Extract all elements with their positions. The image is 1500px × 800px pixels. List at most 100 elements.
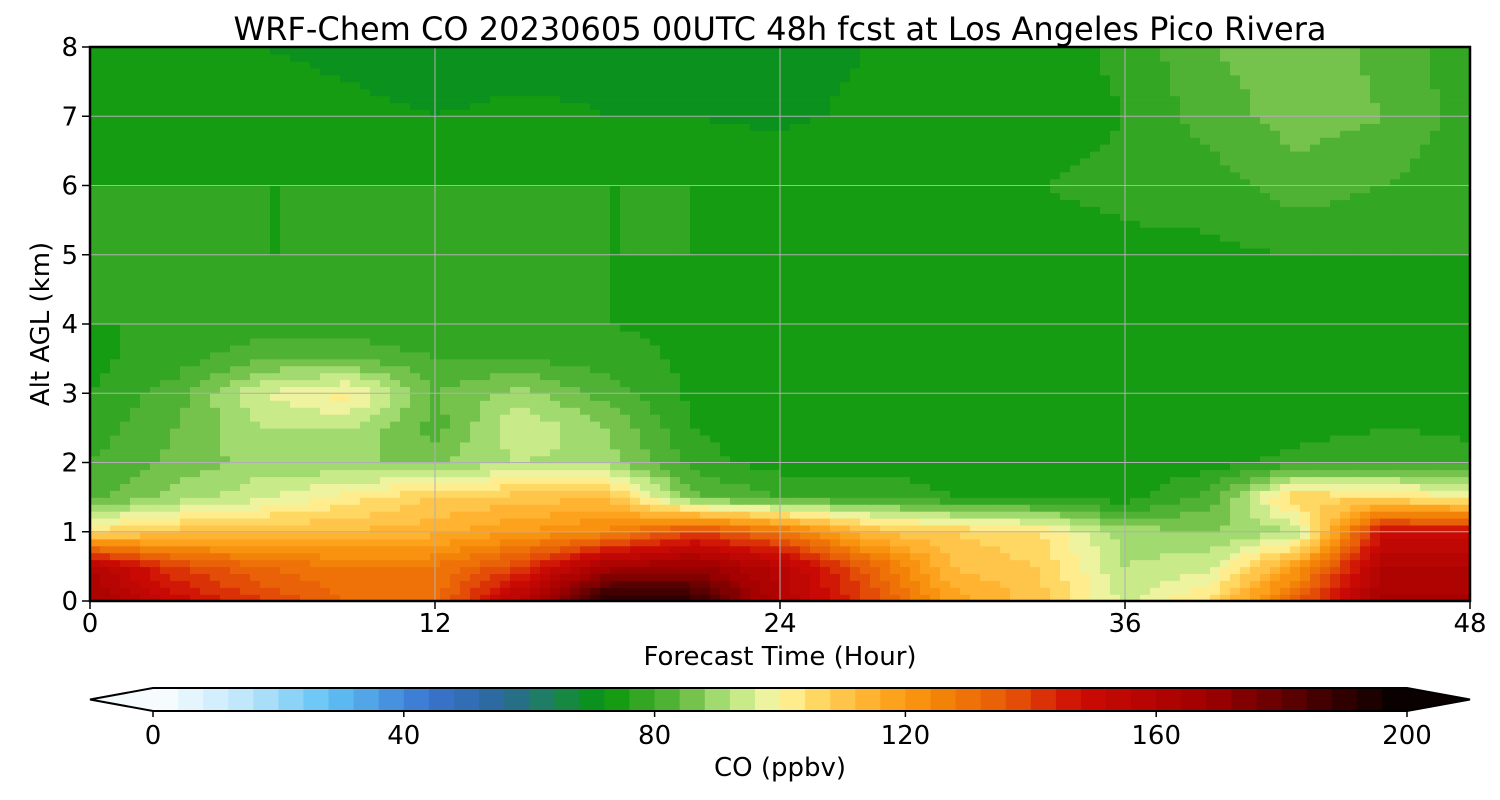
heatmap-cell: [1170, 448, 1181, 457]
heatmap-cell: [1060, 483, 1071, 491]
heatmap-cell: [1460, 483, 1470, 491]
heatmap-cell: [1140, 490, 1151, 498]
heatmap-cell: [1030, 538, 1041, 547]
heatmap-cell: [280, 393, 291, 401]
heatmap-cell: [1250, 379, 1261, 388]
heatmap-cell: [480, 441, 491, 450]
heatmap-cell: [360, 559, 371, 568]
heatmap-cell: [160, 400, 171, 408]
heatmap-cell: [760, 580, 771, 588]
heatmap-cell: [1430, 545, 1441, 554]
heatmap-cell: [130, 420, 141, 429]
heatmap-cell: [340, 504, 351, 512]
heatmap-cell: [90, 594, 101, 601]
heatmap-cell: [770, 372, 781, 381]
heatmap-cell: [740, 580, 751, 588]
heatmap-cell: [800, 504, 811, 512]
heatmap-cell: [1350, 358, 1361, 367]
heatmap-cell: [700, 531, 711, 540]
heatmap-cell: [340, 427, 351, 436]
heatmap-cell: [1100, 559, 1111, 568]
heatmap-cell: [770, 559, 781, 568]
heatmap-cell: [1090, 545, 1101, 554]
heatmap-cell: [1380, 441, 1391, 450]
heatmap-cell: [1410, 517, 1421, 526]
heatmap-cell: [580, 462, 591, 471]
heatmap-cell: [250, 400, 261, 408]
heatmap-cell: [120, 573, 131, 581]
heatmap-cell: [910, 524, 921, 533]
heatmap-cell: [100, 559, 111, 568]
heatmap-cell: [1210, 594, 1221, 601]
heatmap-cell: [870, 580, 881, 588]
heatmap-cell: [1100, 407, 1111, 415]
heatmap-cell: [720, 441, 731, 450]
heatmap-cell: [560, 517, 571, 526]
heatmap-cell: [1280, 490, 1291, 498]
heatmap-cell: [1210, 566, 1221, 574]
heatmap-cell: [390, 372, 401, 381]
heatmap-cell: [1040, 490, 1051, 498]
heatmap-cell: [880, 490, 891, 498]
heatmap-cell: [480, 559, 491, 568]
heatmap-cell: [1170, 483, 1181, 491]
heatmap-cell: [930, 531, 941, 540]
heatmap-cell: [1080, 469, 1091, 478]
heatmap-cell: [280, 510, 291, 519]
heatmap-cell: [800, 566, 811, 574]
heatmap-cell: [770, 538, 781, 547]
heatmap-cell: [180, 566, 191, 574]
heatmap-cell: [1150, 517, 1161, 526]
heatmap-cell: [1250, 476, 1261, 484]
heatmap-cell: [1360, 379, 1371, 388]
heatmap-cell: [910, 441, 921, 450]
heatmap-cell: [920, 386, 931, 394]
heatmap-cell: [1030, 476, 1041, 484]
heatmap-cell: [410, 414, 421, 422]
heatmap-cell: [320, 441, 331, 450]
heatmap-cell: [680, 510, 691, 519]
heatmap-cell: [1380, 545, 1391, 554]
heatmap-cell: [240, 379, 251, 388]
heatmap-cell: [530, 531, 541, 540]
heatmap-cell: [1050, 414, 1061, 422]
heatmap-cell: [510, 414, 521, 422]
heatmap-cell: [710, 420, 721, 429]
heatmap-cell: [560, 580, 571, 588]
heatmap-cell: [640, 483, 651, 491]
heatmap-cell: [250, 531, 261, 540]
heatmap-cell: [400, 566, 411, 574]
heatmap-cell: [1220, 552, 1231, 561]
heatmap-cell: [680, 552, 691, 561]
heatmap-cell: [90, 524, 101, 533]
heatmap-cell: [960, 476, 971, 484]
heatmap-cell: [860, 372, 871, 381]
heatmap-cell: [650, 372, 661, 381]
heatmap-cell: [590, 510, 601, 519]
heatmap-cell: [1400, 469, 1411, 478]
heatmap-cell: [170, 580, 181, 588]
heatmap-cell: [690, 531, 701, 540]
heatmap-cell: [580, 483, 591, 491]
heatmap-cell: [720, 407, 731, 415]
heatmap-cell: [90, 420, 101, 429]
heatmap-cell: [460, 400, 471, 408]
heatmap-cell: [190, 420, 201, 429]
heatmap-cell: [1080, 580, 1091, 588]
heatmap-cell: [200, 441, 211, 450]
heatmap-cell: [940, 462, 951, 471]
heatmap-cell: [1360, 531, 1371, 540]
heatmap-cell: [1140, 448, 1151, 457]
heatmap-cell: [130, 476, 141, 484]
heatmap-cell: [330, 455, 341, 464]
heatmap-cell: [150, 587, 161, 595]
heatmap-cell: [520, 455, 531, 464]
heatmap-cell: [1370, 531, 1381, 540]
heatmap-cell: [800, 587, 811, 595]
heatmap-cell: [1420, 462, 1431, 471]
heatmap-cell: [1320, 455, 1331, 464]
heatmap-cell: [1050, 400, 1061, 408]
heatmap-cell: [800, 365, 811, 374]
heatmap-cell: [290, 358, 301, 367]
heatmap-cell: [780, 462, 791, 471]
